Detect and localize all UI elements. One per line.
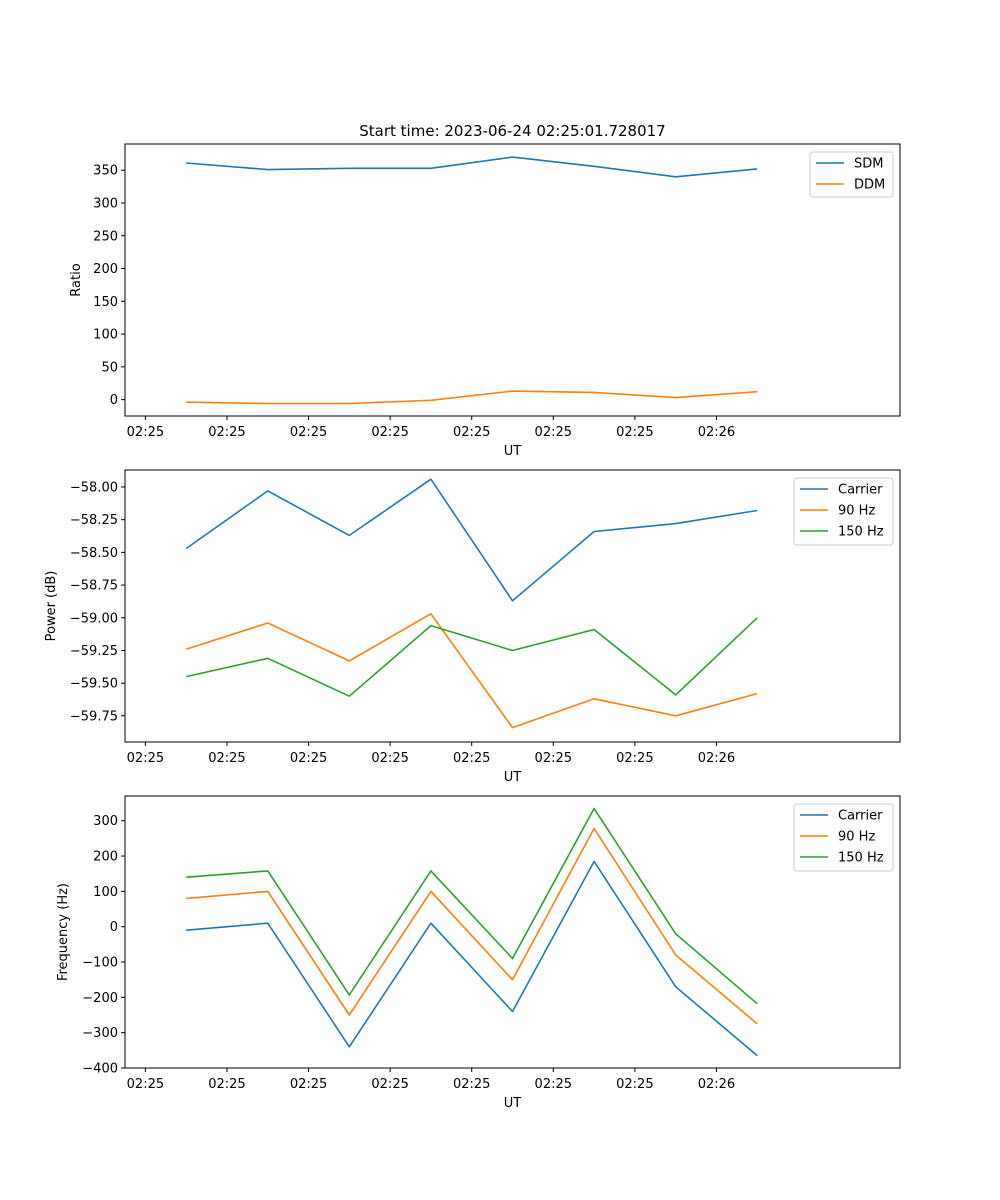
frequency-xtick-label: 02:25 — [290, 1077, 327, 1092]
power-legend-label-150-hz: 150 Hz — [838, 525, 884, 540]
power-ytick-label: −58.75 — [70, 579, 118, 594]
frequency-legend: Carrier 90 Hz 150 Hz — [793, 803, 894, 872]
frequency-ytick-label: −100 — [82, 956, 118, 971]
ratio-xtick-label: 02:25 — [453, 425, 490, 440]
power-legend-label-carrier: Carrier — [838, 483, 883, 498]
power-legend-label-90-hz: 90 Hz — [838, 504, 875, 519]
ratio-ytick-label: 50 — [101, 360, 118, 375]
frequency-ytick-label: −200 — [82, 991, 118, 1006]
ratio-legend-label-ddm: DDM — [854, 178, 885, 193]
power-legend: Carrier 90 Hz 150 Hz — [793, 477, 894, 546]
ratio-axes-frame — [124, 143, 901, 417]
ratio-ytick-label: 100 — [93, 328, 118, 343]
power-xtick-label: 02:25 — [453, 751, 490, 766]
power-series-90-hz — [185, 612, 758, 729]
subplot-power: −58.00 −58.25 −58.50 −58.75 −59.00 −59.25 −59.… — [44, 469, 901, 785]
ratio-xtick-label: 02:25 — [208, 425, 245, 440]
frequency-axes-frame — [124, 795, 901, 1069]
frequency-ytick-label: 0 — [110, 920, 118, 935]
power-ytick-label: −59.75 — [70, 709, 118, 724]
ratio-ytick-label: 200 — [93, 262, 118, 277]
power-xtick-label: 02:25 — [616, 751, 653, 766]
power-xtick-label: 02:26 — [698, 751, 735, 766]
ratio-xtick-label: 02:25 — [535, 425, 572, 440]
power-xtick-label: 02:25 — [208, 751, 245, 766]
power-xtick-label: 02:25 — [127, 751, 164, 766]
ratio-ytick-label: 0 — [110, 393, 118, 408]
chart-title: Start time: 2023-06-24 02:25:01.728017 — [359, 122, 665, 140]
power-ytick-label: −58.25 — [70, 513, 118, 528]
power-series-150-hz — [186, 617, 758, 698]
frequency-xlabel: UT — [504, 1096, 522, 1111]
ratio-ytick-label: 350 — [93, 164, 118, 179]
power-axes-frame — [124, 469, 901, 743]
power-series-carrier — [185, 478, 758, 602]
power-ytick-label: −59.25 — [70, 644, 118, 659]
ratio-xtick-label: 02:25 — [371, 425, 408, 440]
ratio-xtick-label: 02:25 — [290, 425, 327, 440]
power-ytick-label: −58.50 — [70, 546, 118, 561]
frequency-xtick-label: 02:25 — [208, 1077, 245, 1092]
ratio-xlabel: UT — [504, 444, 522, 459]
frequency-legend-label-90-hz: 90 Hz — [838, 830, 875, 845]
frequency-ytick-label: −300 — [82, 1026, 118, 1041]
frequency-ytick-label: 200 — [93, 850, 118, 865]
frequency-xtick-label: 02:25 — [371, 1077, 408, 1092]
power-ytick-label: −59.50 — [70, 677, 118, 692]
power-xtick-label: 02:25 — [371, 751, 408, 766]
power-xtick-label: 02:25 — [535, 751, 572, 766]
power-legend-box — [793, 477, 894, 546]
power-ytick-label: −59.00 — [70, 611, 118, 626]
frequency-legend-label-150-hz: 150 Hz — [838, 851, 884, 866]
ratio-series-ddm — [186, 390, 758, 405]
ratio-legend: SDM DDM — [809, 151, 894, 198]
frequency-series-carrier — [186, 860, 758, 1057]
frequency-xtick-label: 02:25 — [127, 1077, 164, 1092]
power-xtick-label: 02:25 — [290, 751, 327, 766]
ratio-ylabel: Ratio — [69, 263, 84, 296]
ratio-ytick-label: 250 — [93, 229, 118, 244]
frequency-legend-label-carrier: Carrier — [838, 809, 883, 824]
ratio-ytick-label: 300 — [93, 196, 118, 211]
power-xlabel: UT — [504, 770, 522, 785]
frequency-ytick-label: 300 — [93, 814, 118, 829]
frequency-xtick-label: 02:25 — [616, 1077, 653, 1092]
ratio-legend-label-sdm: SDM — [854, 157, 883, 172]
subplot-frequency: 300 200 100 0 −100 −200 −300 −400 02:25 02:25 02:2… — [56, 795, 901, 1111]
power-ylabel: Power (dB) — [44, 571, 59, 642]
frequency-xtick-label: 02:25 — [535, 1077, 572, 1092]
ratio-xtick-label: 02:25 — [616, 425, 653, 440]
ratio-ytick-label: 150 — [93, 295, 118, 310]
frequency-series-150-hz — [186, 807, 758, 1005]
ratio-xtick-label: 02:25 — [127, 425, 164, 440]
frequency-legend-box — [793, 803, 894, 872]
power-ytick-label: −58.00 — [70, 481, 118, 496]
frequency-xtick-label: 02:25 — [453, 1077, 490, 1092]
frequency-ytick-label: 100 — [93, 885, 118, 900]
subplot-ratio: 0 50 100 150 200 250 300 350 02:25 02:25 02:25 02:2… — [69, 143, 901, 459]
ratio-series-sdm — [186, 156, 758, 178]
frequency-ytick-label: −400 — [82, 1062, 118, 1077]
frequency-ylabel: Frequency (Hz) — [56, 883, 71, 981]
frequency-xtick-label: 02:26 — [698, 1077, 735, 1092]
frequency-series-90-hz — [186, 827, 758, 1025]
ratio-xtick-label: 02:26 — [698, 425, 735, 440]
